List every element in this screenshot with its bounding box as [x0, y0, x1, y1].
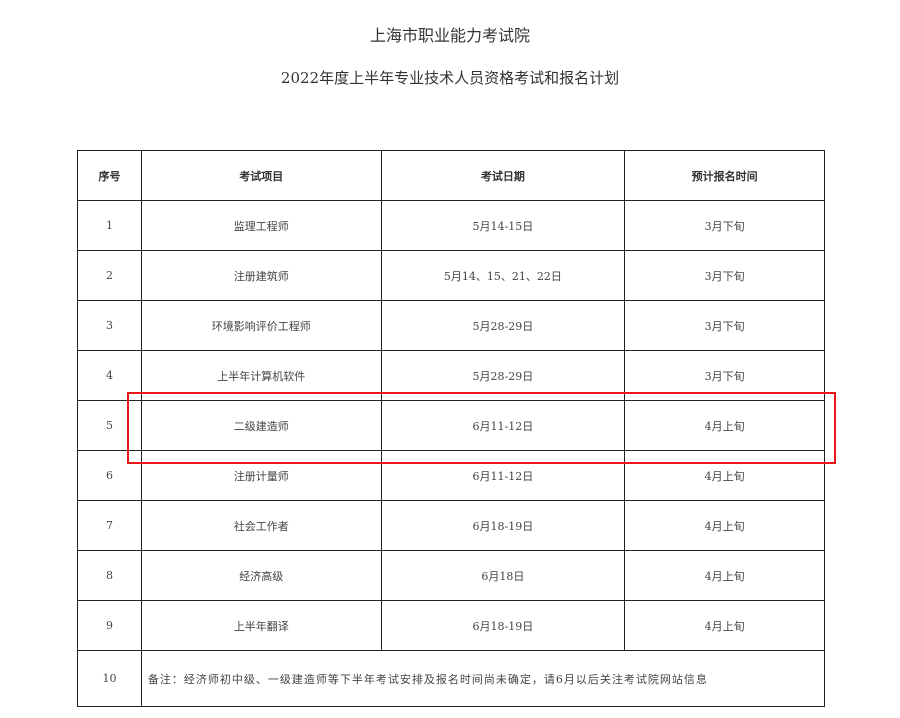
cell-date: 6月11-12日 — [380, 400, 626, 451]
cell-registration: 4月上旬 — [624, 400, 825, 451]
cell-exam: 二级建造师 — [140, 400, 382, 451]
exam-schedule-table: 序号 考试项目 考试日期 预计报名时间 1 监理工程师 5月14-15日 3月下旬 2 注… — [77, 150, 826, 707]
cell-exam: 环境影响评价工程师 — [140, 300, 382, 351]
cell-date: 6月18-19日 — [380, 500, 626, 551]
header-date: 考试日期 — [380, 150, 626, 201]
cell-exam: 注册计量师 — [140, 450, 382, 501]
cell-index: 3 — [77, 300, 142, 351]
cell-index: 10 — [77, 650, 142, 707]
cell-registration: 3月下旬 — [624, 250, 825, 301]
cell-registration: 3月下旬 — [624, 350, 825, 401]
cell-exam: 监理工程师 — [140, 200, 382, 251]
cell-exam: 社会工作者 — [140, 500, 382, 551]
cell-registration: 3月下旬 — [624, 200, 825, 251]
table-row: 1 监理工程师 5月14-15日 3月下旬 — [77, 200, 825, 251]
document-subtitle: 2022年度上半年专业技术人员资格考试和报名计划 — [280, 69, 620, 87]
cell-registration: 4月上旬 — [624, 450, 825, 501]
header-exam: 考试项目 — [140, 150, 382, 201]
cell-registration: 3月下旬 — [624, 300, 825, 351]
cell-date: 6月11-12日 — [380, 450, 626, 501]
cell-index: 6 — [77, 450, 142, 501]
table-row: 4 上半年计算机软件 5月28-29日 3月下旬 — [77, 350, 825, 401]
cell-registration: 4月上旬 — [624, 550, 825, 601]
cell-index: 7 — [77, 500, 142, 551]
cell-date: 5月14-15日 — [380, 200, 626, 251]
cell-exam: 上半年计算机软件 — [140, 350, 382, 401]
cell-registration: 4月上旬 — [624, 600, 825, 651]
cell-index: 4 — [77, 350, 142, 401]
table-row: 8 经济高级 6月18日 4月上旬 — [77, 550, 825, 601]
cell-date: 5月14、15、21、22日 — [380, 250, 626, 301]
cell-exam: 注册建筑师 — [140, 250, 382, 301]
cell-date: 5月28-29日 — [380, 300, 626, 351]
cell-index: 9 — [77, 600, 142, 651]
table-row: 2 注册建筑师 5月14、15、21、22日 3月下旬 — [77, 250, 825, 301]
cell-registration: 4月上旬 — [624, 500, 825, 551]
cell-index: 2 — [77, 250, 142, 301]
cell-date: 6月18日 — [380, 550, 626, 601]
note-text: 备注：经济师初中级、一级建造师等下半年考试安排及报名时间尚未确定，请6月以后关注… — [140, 650, 826, 707]
note-row: 10 备注：经济师初中级、一级建造师等下半年考试安排及报名时间尚未确定，请6月以后… — [77, 650, 826, 707]
header-registration: 预计报名时间 — [624, 150, 825, 201]
table-row: 5 二级建造师 6月11-12日 4月上旬 — [77, 400, 825, 451]
table-row: 7 社会工作者 6月18-19日 4月上旬 — [77, 500, 825, 551]
cell-date: 5月28-29日 — [380, 350, 626, 401]
cell-exam: 经济高级 — [140, 550, 382, 601]
table-row: 6 注册计量师 6月11-12日 4月上旬 — [77, 450, 825, 501]
cell-date: 6月18-19日 — [380, 600, 626, 651]
cell-index: 1 — [77, 200, 142, 251]
table-row: 9 上半年翻译 6月18-19日 4月上旬 — [77, 600, 825, 651]
table-header-row: 序号 考试项目 考试日期 预计报名时间 — [77, 150, 825, 201]
header-index: 序号 — [77, 150, 142, 201]
cell-index: 8 — [77, 550, 142, 601]
cell-exam: 上半年翻译 — [140, 600, 382, 651]
cell-index: 5 — [77, 400, 142, 451]
document-title: 上海市职业能力考试院 — [369, 26, 530, 45]
table-row: 3 环境影响评价工程师 5月28-29日 3月下旬 — [77, 300, 825, 351]
